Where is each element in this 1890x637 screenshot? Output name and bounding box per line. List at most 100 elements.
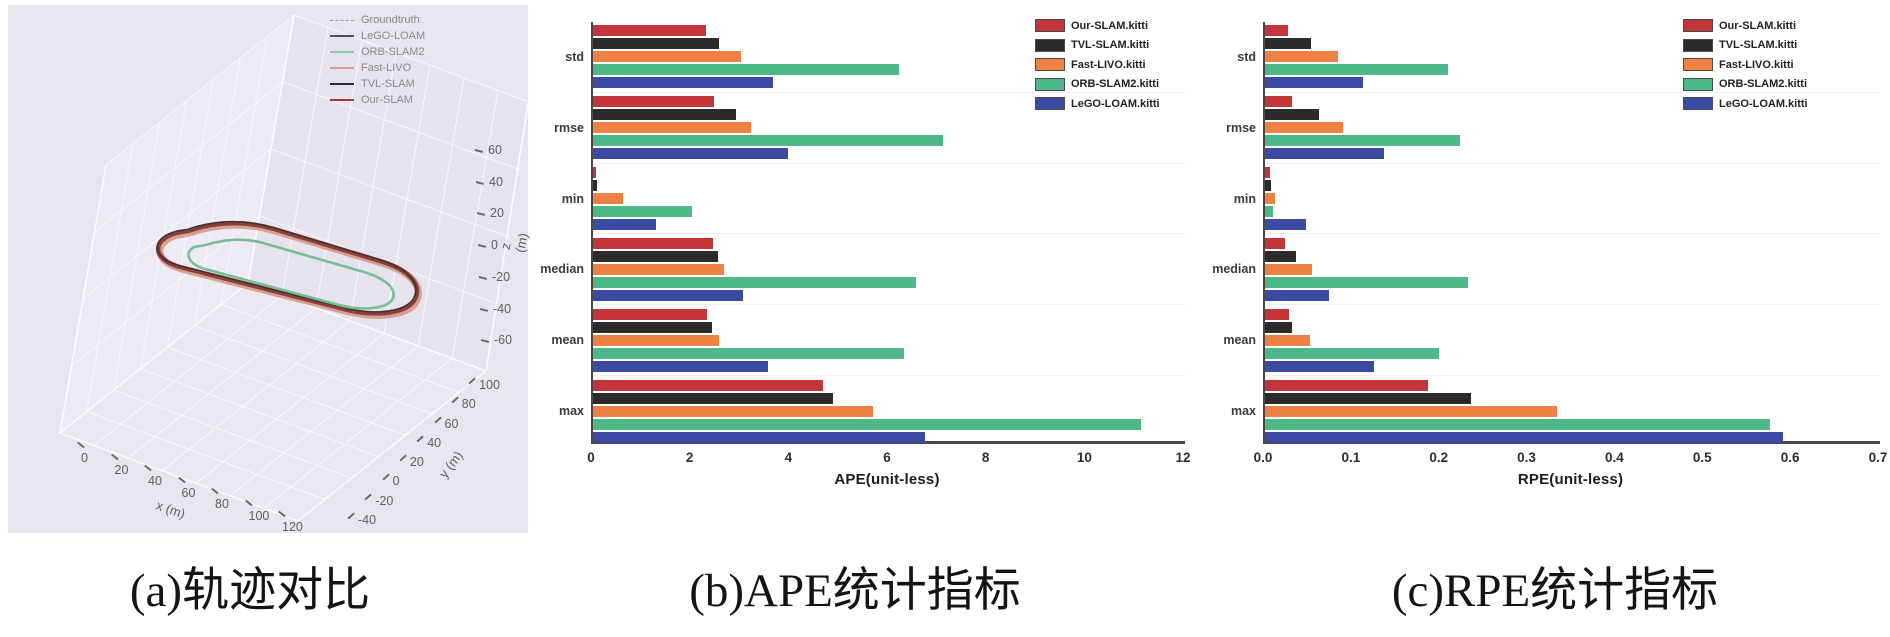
y-axis-tick-label: 0 [392, 474, 400, 489]
bar-group [1265, 305, 1880, 375]
x-axis-tick-label: 100 [248, 508, 270, 523]
x-tick-label: 0.2 [1429, 450, 1449, 465]
y-axis-tick-label: 60 [444, 416, 459, 431]
x-axis-tick-label: 60 [181, 485, 196, 500]
legend-item: ORB-SLAM2.kitti [1035, 77, 1160, 91]
legend-color-swatch [1683, 19, 1713, 32]
legend-line-swatch [330, 83, 354, 85]
legend-color-swatch [1683, 97, 1713, 110]
legend-color-swatch [1035, 38, 1065, 52]
legend-item: Fast-LIVO.kitti [1035, 58, 1160, 71]
bar-group [1265, 376, 1880, 446]
bar-LeGO-LOAM.kitti [1265, 360, 1374, 372]
category-group-max: max [1231, 375, 1880, 446]
category-group-median: median [1212, 233, 1880, 304]
y-axis-tick-label: -40 [358, 513, 377, 527]
trajectory-legend-item: TVL-SLAM [330, 76, 425, 92]
ape-bar-chart: std rmse min median mean max 0 2 4 6 8 10 12 APE(un… [540, 19, 1191, 522]
bar-LeGO-LOAM.kitti [1265, 289, 1330, 301]
z-axis-tick-label: 60 [488, 143, 502, 157]
bar-group [593, 376, 1185, 446]
trajectory-3d-plot [8, 5, 528, 533]
bar-Our-SLAM.kitti [593, 237, 713, 249]
bar-TVL-SLAM.kitti [1265, 321, 1293, 333]
legend-label: ORB-SLAM2 [361, 46, 425, 58]
x-tick-label: 2 [685, 450, 694, 465]
category-group-min: min [1234, 162, 1880, 234]
category-label: max [1230, 404, 1256, 419]
bar-LeGO-LOAM.kitti [1265, 219, 1307, 231]
x-axis-tick-label: 120 [282, 520, 303, 534]
bar-group [593, 234, 1185, 304]
bar-group [593, 305, 1185, 375]
x-tick-label: 6 [883, 450, 891, 465]
ape-plot-area: std rmse min median mean max [540, 22, 1185, 446]
bar-Our-SLAM.kitti [593, 308, 708, 320]
bar-LeGO-LOAM.kitti [593, 77, 774, 89]
y-axis-tick-label: -20 [375, 493, 394, 508]
trajectory-orb-slam2 [187, 238, 395, 310]
bar-Our-SLAM.kitti [1265, 25, 1288, 37]
legend-label: TVL-SLAM.kitti [1071, 39, 1150, 51]
category-group-max: max [559, 375, 1185, 446]
y-axis-tick-label: 20 [409, 455, 424, 470]
legend-label: TVL-SLAM.kitti [1719, 39, 1798, 51]
z-axis-tick-label: 40 [489, 174, 503, 189]
bar-LeGO-LOAM.kitti [1265, 148, 1384, 160]
bar-TVL-SLAM.kitti [593, 250, 719, 262]
bar-Fast-LIVO.kitti [593, 193, 623, 205]
bar-TVL-SLAM.kitti [593, 109, 737, 121]
legend-item: TVL-SLAM.kitti [1035, 38, 1160, 52]
legend-label: LeGO-LOAM [361, 30, 426, 42]
legend-label: LeGO-LOAM.kitti [1719, 97, 1808, 110]
legend-color-swatch [1035, 19, 1065, 32]
trajectory-3d-panel: Groundtruth LeGO-LOAM ORB-SLAM2 Fast-LIVO TV… [8, 5, 531, 534]
legend-label: Groundtruth [361, 14, 420, 26]
legend-label: ORB-SLAM2.kitti [1071, 78, 1159, 90]
bar-Our-SLAM.kitti [593, 167, 597, 179]
trajectory-our-slam [156, 221, 420, 316]
category-label: min [1233, 191, 1256, 206]
category-group-median: median [540, 233, 1185, 304]
x-tick-label: 0.0 [1253, 450, 1273, 465]
x-tick-label: 0.6 [1780, 450, 1800, 465]
bar-group [593, 22, 1185, 92]
x-tick-label: 0.1 [1341, 450, 1361, 465]
legend-label: Fast-LIVO [361, 62, 412, 74]
bar-Fast-LIVO.kitti [593, 263, 725, 275]
bar-TVL-SLAM.kitti [1265, 180, 1272, 192]
z-axis-tick-label: -20 [492, 269, 511, 284]
bar-Our-SLAM.kitti [1265, 237, 1286, 249]
bar-ORB-SLAM2.kitti [593, 347, 904, 359]
y-axis-tick-label: 80 [461, 397, 476, 412]
bar-Fast-LIVO.kitti [1265, 122, 1344, 134]
bar-Fast-LIVO.kitti [1265, 405, 1557, 417]
legend-label: ORB-SLAM2.kitti [1719, 78, 1807, 90]
category-group-mean: mean [1223, 304, 1880, 375]
category-label: rmse [1226, 120, 1256, 135]
category-label: std [1237, 49, 1256, 64]
bar-LeGO-LOAM.kitti [593, 219, 657, 231]
legend-line-swatch [330, 19, 354, 21]
legend-color-swatch [1035, 97, 1065, 110]
bar-group [1265, 164, 1880, 234]
legend-item: TVL-SLAM.kitti [1683, 38, 1808, 52]
trajectory-legend-item: Groundtruth [330, 12, 425, 28]
legend-item: LeGO-LOAM.kitti [1683, 97, 1808, 110]
x-tick-label: 10 [1076, 450, 1092, 465]
legend-label: Fast-LIVO.kitti [1071, 58, 1146, 71]
legend-color-swatch [1683, 77, 1713, 91]
bar-Fast-LIVO.kitti [1265, 193, 1275, 205]
rpe-bar-chart: std rmse min median mean max 0.0 0.1 0.2 0.3 0.4 0… [1212, 19, 1887, 522]
bar-TVL-SLAM.kitti [1265, 250, 1296, 262]
bar-group [1265, 22, 1880, 92]
bar-ORB-SLAM2.kitti [593, 418, 1141, 430]
legend-line-swatch [330, 99, 354, 101]
ape-x-ticks: 0 2 4 6 8 10 12 [587, 450, 1190, 470]
bar-Our-SLAM.kitti [593, 379, 824, 391]
x-tick-label: 0.3 [1517, 450, 1536, 465]
bar-TVL-SLAM.kitti [1265, 109, 1320, 121]
bar-ORB-SLAM2.kitti [593, 206, 692, 218]
legend-label: Our-SLAM.kitti [1071, 19, 1148, 32]
bar-TVL-SLAM.kitti [1265, 38, 1311, 50]
